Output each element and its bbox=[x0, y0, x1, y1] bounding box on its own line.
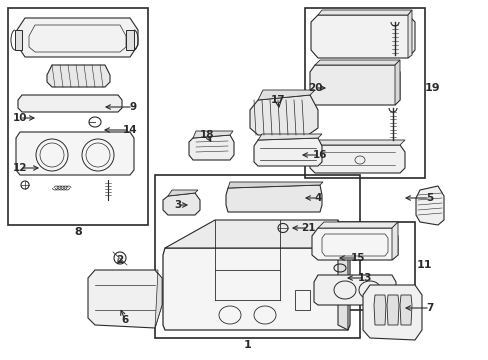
Text: 4: 4 bbox=[314, 193, 321, 203]
Text: 21: 21 bbox=[300, 223, 315, 233]
Polygon shape bbox=[193, 131, 232, 138]
Text: 3: 3 bbox=[174, 200, 181, 210]
Bar bbox=[305, 8, 424, 178]
Polygon shape bbox=[386, 295, 398, 325]
Polygon shape bbox=[258, 134, 321, 140]
Polygon shape bbox=[155, 270, 162, 328]
Polygon shape bbox=[314, 60, 399, 65]
Text: 14: 14 bbox=[122, 125, 137, 135]
Text: 5: 5 bbox=[426, 193, 433, 203]
Polygon shape bbox=[163, 248, 349, 330]
Polygon shape bbox=[249, 95, 317, 135]
Text: 18: 18 bbox=[199, 130, 214, 140]
Text: 11: 11 bbox=[415, 260, 431, 270]
Polygon shape bbox=[16, 132, 134, 175]
Polygon shape bbox=[163, 193, 200, 215]
Bar bbox=[305, 222, 414, 310]
Polygon shape bbox=[313, 275, 395, 305]
Polygon shape bbox=[258, 90, 314, 100]
Polygon shape bbox=[47, 65, 110, 87]
Polygon shape bbox=[362, 285, 421, 340]
Polygon shape bbox=[310, 15, 414, 58]
Polygon shape bbox=[373, 295, 385, 325]
Polygon shape bbox=[314, 140, 404, 145]
Polygon shape bbox=[399, 295, 411, 325]
Polygon shape bbox=[17, 18, 138, 57]
Text: 9: 9 bbox=[129, 102, 136, 112]
Text: 12: 12 bbox=[13, 163, 27, 173]
Polygon shape bbox=[309, 145, 404, 173]
Polygon shape bbox=[253, 138, 321, 166]
Polygon shape bbox=[126, 30, 134, 50]
Text: 19: 19 bbox=[423, 83, 439, 93]
Bar bbox=[155, 175, 359, 338]
Polygon shape bbox=[415, 186, 443, 225]
Polygon shape bbox=[189, 135, 234, 160]
Polygon shape bbox=[15, 30, 22, 50]
Text: 8: 8 bbox=[74, 227, 81, 237]
Polygon shape bbox=[227, 182, 323, 188]
Polygon shape bbox=[337, 220, 347, 330]
Text: 17: 17 bbox=[270, 95, 285, 105]
Polygon shape bbox=[88, 270, 162, 328]
Text: 7: 7 bbox=[426, 303, 433, 313]
Polygon shape bbox=[391, 222, 397, 260]
Polygon shape bbox=[18, 95, 122, 112]
Text: 20: 20 bbox=[307, 83, 322, 93]
Polygon shape bbox=[311, 228, 397, 260]
Text: 6: 6 bbox=[121, 315, 128, 325]
Polygon shape bbox=[164, 220, 347, 248]
Polygon shape bbox=[407, 10, 411, 58]
Polygon shape bbox=[168, 190, 198, 196]
Text: 10: 10 bbox=[13, 113, 27, 123]
Bar bbox=[8, 8, 148, 225]
Polygon shape bbox=[394, 60, 399, 105]
Text: 2: 2 bbox=[116, 255, 123, 265]
Polygon shape bbox=[309, 65, 399, 105]
Text: 1: 1 bbox=[244, 340, 251, 350]
Text: 15: 15 bbox=[350, 253, 365, 263]
Polygon shape bbox=[225, 185, 321, 212]
Text: 13: 13 bbox=[357, 273, 371, 283]
Polygon shape bbox=[317, 10, 411, 15]
Text: 16: 16 bbox=[312, 150, 326, 160]
Polygon shape bbox=[317, 222, 397, 228]
